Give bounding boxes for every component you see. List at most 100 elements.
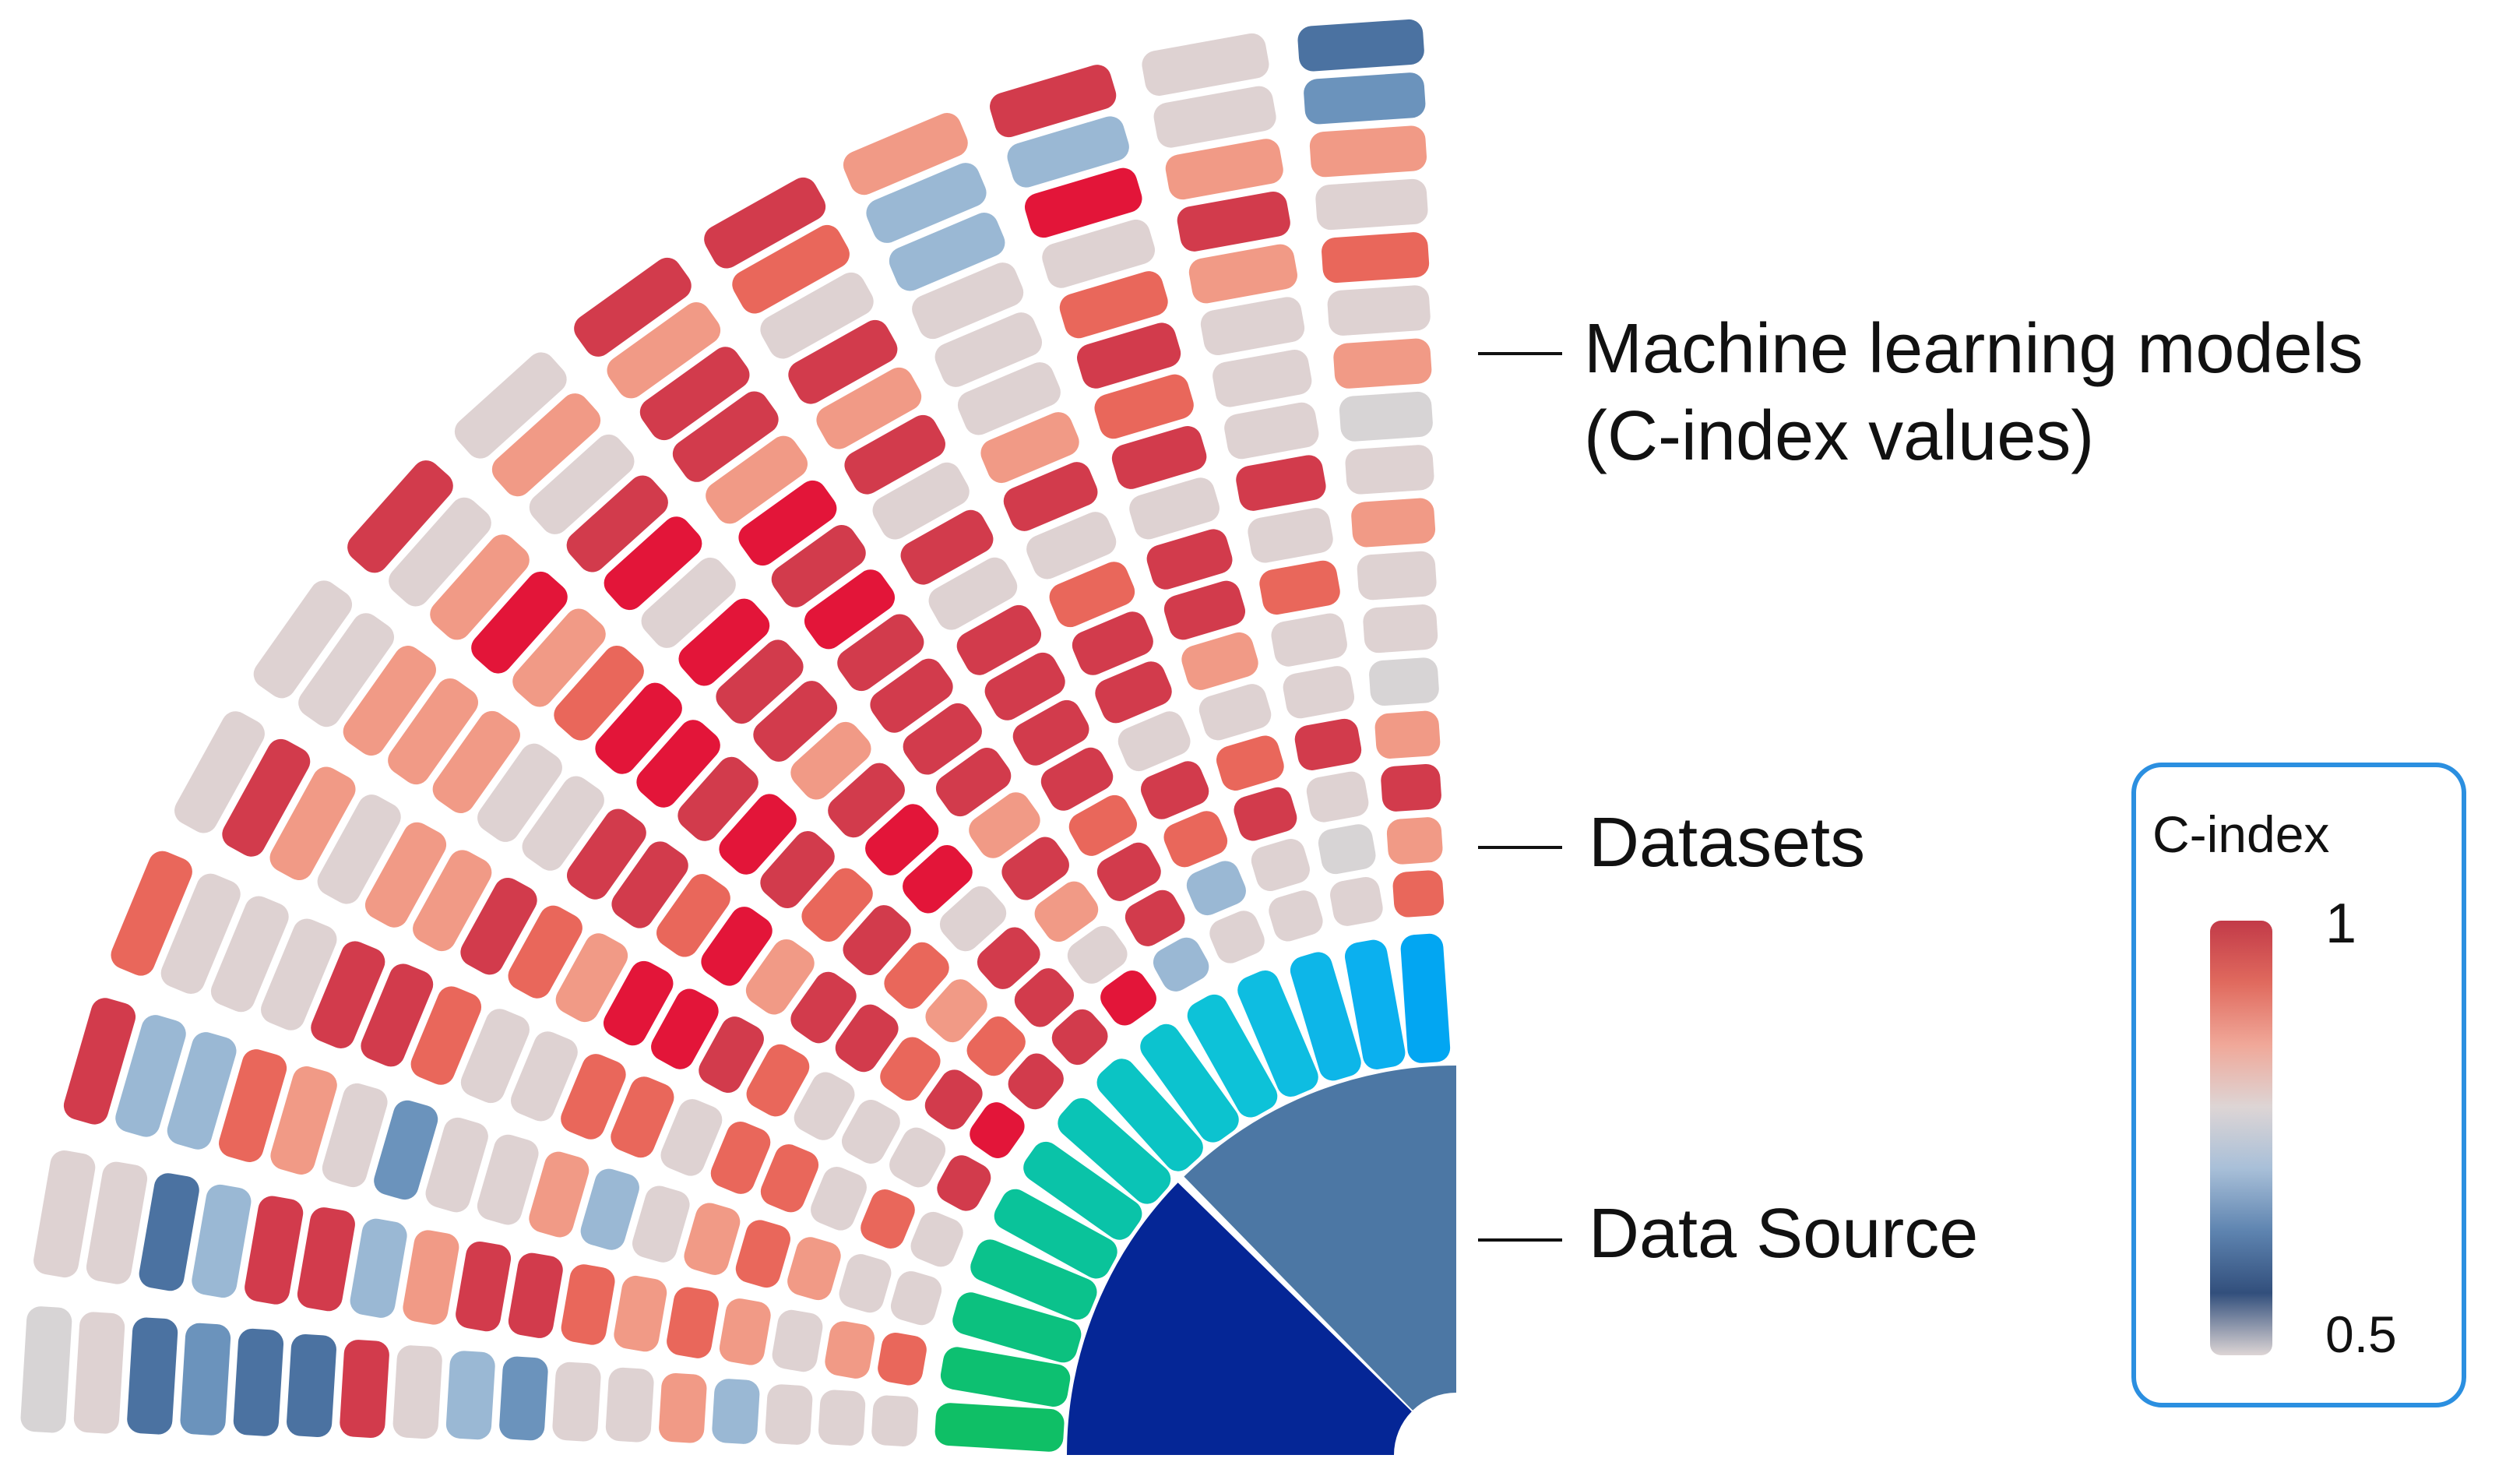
- model-cindex-cell: [632, 1185, 690, 1263]
- model-cindex-cell: [343, 646, 436, 756]
- model-cindex-cell: [1234, 787, 1297, 841]
- model-cindex-cell: [903, 845, 973, 914]
- model-cindex-cell: [1200, 297, 1305, 356]
- model-cindex-cell: [928, 557, 1018, 630]
- model-cindex-cell: [311, 941, 385, 1049]
- model-cindex-cell: [1351, 498, 1436, 548]
- model-cindex-cell: [566, 808, 646, 900]
- model-cindex-cell: [160, 873, 241, 995]
- model-cindex-cell: [1141, 761, 1209, 819]
- model-cindex-cell: [1363, 604, 1438, 653]
- model-cindex-cell: [298, 613, 395, 727]
- model-cindex-cell: [837, 614, 924, 692]
- model-cindex-cell: [843, 113, 968, 196]
- model-cindex-cell: [322, 1083, 388, 1188]
- model-cindex-cell: [347, 460, 453, 573]
- dataset-segment: [940, 1347, 1071, 1407]
- model-cindex-cell: [253, 580, 353, 699]
- model-cindex-cell: [912, 262, 1024, 340]
- model-cindex-cell: [966, 1016, 1026, 1076]
- model-cindex-cell: [656, 874, 730, 957]
- model-cindex-cell: [607, 301, 721, 399]
- model-cindex-cell: [261, 918, 337, 1030]
- model-cindex-cell: [719, 794, 797, 875]
- model-cindex-cell: [115, 1015, 186, 1137]
- model-cindex-cell: [884, 942, 949, 1009]
- model-cindex-cell: [245, 1196, 304, 1305]
- model-cindex-cell: [1339, 391, 1433, 442]
- model-cindex-cell: [659, 1372, 707, 1443]
- label-datasets-text: Datasets: [1589, 804, 1865, 882]
- model-cindex-cell: [1096, 842, 1161, 901]
- model-cindex-cell: [660, 1099, 723, 1176]
- model-cindex-cell: [614, 1275, 667, 1352]
- model-cindex-cell: [611, 1076, 674, 1158]
- model-cindex-cell: [508, 1252, 563, 1338]
- data-source-sector: [1067, 1182, 1412, 1455]
- model-cindex-cell: [1124, 890, 1185, 946]
- dataset-segment: [1290, 952, 1361, 1081]
- model-cindex-cell: [1318, 824, 1376, 875]
- model-cindex-cell: [1386, 817, 1443, 865]
- model-cindex-cell: [861, 1189, 915, 1249]
- model-cindex-cell: [699, 1016, 764, 1094]
- model-cindex-cell: [1374, 710, 1441, 759]
- model-cindex-cell: [1322, 232, 1430, 284]
- model-cindex-cell: [794, 1072, 855, 1140]
- model-cindex-cell: [839, 1254, 892, 1313]
- model-cindex-cell: [1269, 890, 1323, 942]
- dataset-segment: [1140, 1023, 1239, 1143]
- model-cindex-cell: [477, 1134, 539, 1225]
- model-cindex-cell: [760, 272, 874, 359]
- model-cindex-cell: [139, 1173, 199, 1291]
- model-cindex-cell: [1304, 72, 1426, 125]
- label-datasets: Datasets: [1478, 804, 1865, 882]
- model-cindex-cell: [825, 1321, 875, 1379]
- model-cindex-cell: [454, 352, 567, 459]
- model-cindex-cell: [1051, 1009, 1108, 1066]
- dataset-segment: [952, 1292, 1082, 1363]
- dataset-segment: [1400, 933, 1451, 1063]
- model-cindex-cell: [445, 1351, 495, 1440]
- dataset-segment: [934, 1403, 1065, 1452]
- model-cindex-cell: [174, 711, 265, 833]
- model-cindex-cell: [910, 1211, 963, 1267]
- model-cindex-cell: [760, 1144, 819, 1213]
- model-cindex-cell: [1146, 529, 1233, 590]
- model-cindex-cell: [86, 1161, 148, 1284]
- model-cindex-cell: [403, 1230, 459, 1325]
- dataset-segment: [1023, 1141, 1142, 1240]
- model-cindex-cell: [1224, 402, 1319, 460]
- model-cindex-cell: [735, 1220, 790, 1288]
- model-cindex-cell: [580, 1168, 639, 1250]
- model-cindex-cell: [878, 1333, 927, 1386]
- label-data-source-text: Data Source: [1589, 1195, 1978, 1273]
- legend-title: C-index: [2152, 805, 2329, 863]
- model-cindex-cell: [1026, 512, 1117, 579]
- model-cindex-cell: [1369, 657, 1439, 706]
- label-models-line-1: Machine learning models: [1584, 310, 2363, 388]
- model-cindex-cell: [1142, 33, 1269, 96]
- model-cindex-cell: [716, 639, 804, 724]
- model-cindex-cell: [410, 986, 482, 1085]
- model-cindex-cell: [1111, 425, 1207, 489]
- legend-colorbar: [2210, 921, 2272, 1355]
- model-cindex-cell: [1068, 794, 1137, 856]
- model-cindex-cell: [1283, 666, 1355, 719]
- dataset-segment: [1096, 1059, 1203, 1171]
- model-cindex-cell: [939, 886, 1007, 952]
- model-cindex-cell: [760, 831, 835, 909]
- model-cindex-cell: [1186, 861, 1246, 916]
- label-models-line-2: (C-index values): [1584, 397, 2094, 475]
- model-cindex-cell: [1001, 837, 1069, 900]
- model-cindex-cell: [956, 604, 1042, 675]
- model-cindex-cell: [841, 1100, 900, 1164]
- model-cindex-cell: [1177, 191, 1290, 252]
- model-cindex-cell: [866, 163, 987, 243]
- model-cindex-cell: [219, 1049, 287, 1162]
- model-cindex-cell: [818, 1390, 866, 1446]
- model-cindex-cell: [1309, 125, 1427, 178]
- model-cindex-cell: [934, 312, 1043, 387]
- model-cindex-cell: [1077, 322, 1181, 389]
